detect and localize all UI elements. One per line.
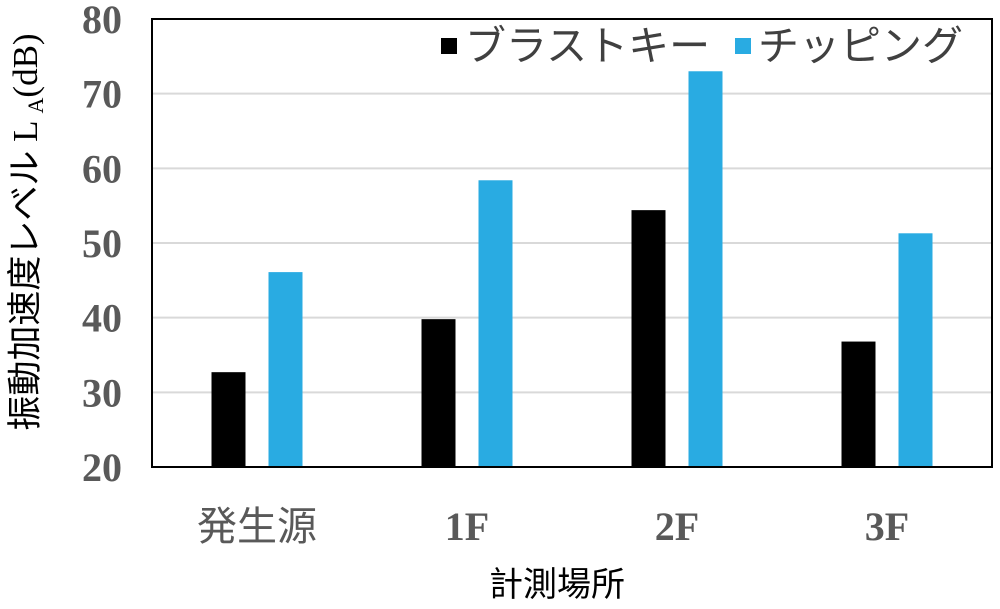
legend-swatch <box>735 38 751 54</box>
bar <box>421 319 456 467</box>
bars <box>211 71 933 468</box>
y-axis-title: 振動加速度レベル L A(dB) <box>6 33 48 430</box>
legend-swatch <box>441 38 457 54</box>
y-axis-title-text: 振動加速度レベル L <box>6 120 45 430</box>
y-tick-label: 70 <box>82 72 122 117</box>
x-axis-title: 計測場所 <box>489 566 625 604</box>
y-tick-label: 20 <box>82 445 122 490</box>
legend-item: ブラストキー <box>441 23 710 69</box>
legend: ブラストキー チッピング <box>441 23 963 69</box>
bar <box>268 272 303 467</box>
legend-label: チッピング <box>758 23 963 69</box>
y-tick-label: 50 <box>82 221 122 266</box>
y-tick-label: 60 <box>82 146 122 191</box>
y-tick-label: 80 <box>82 0 122 42</box>
legend-label: ブラストキー <box>465 23 710 69</box>
bar <box>631 210 666 467</box>
y-axis-title-subscript: A <box>23 97 48 113</box>
bar <box>211 372 246 467</box>
x-tick-label: 発生源 <box>197 504 317 549</box>
bar <box>898 233 933 467</box>
x-tick-label: 1F <box>445 504 489 549</box>
y-tick-label: 30 <box>82 370 122 415</box>
bar <box>688 71 723 468</box>
y-tick-label: 40 <box>82 296 122 341</box>
y-axis-title-unit: (dB) <box>6 33 45 97</box>
bar <box>841 341 876 467</box>
y-axis-tick-labels: 20 30 40 50 60 70 80 <box>82 0 122 490</box>
legend-item: チッピング <box>735 23 963 69</box>
bar <box>478 180 513 467</box>
x-tick-label: 3F <box>865 504 909 549</box>
plot-area-frame <box>151 18 993 468</box>
x-axis-tick-labels: 発生源 1F 2F 3F <box>197 504 909 549</box>
x-tick-label: 2F <box>655 504 699 549</box>
